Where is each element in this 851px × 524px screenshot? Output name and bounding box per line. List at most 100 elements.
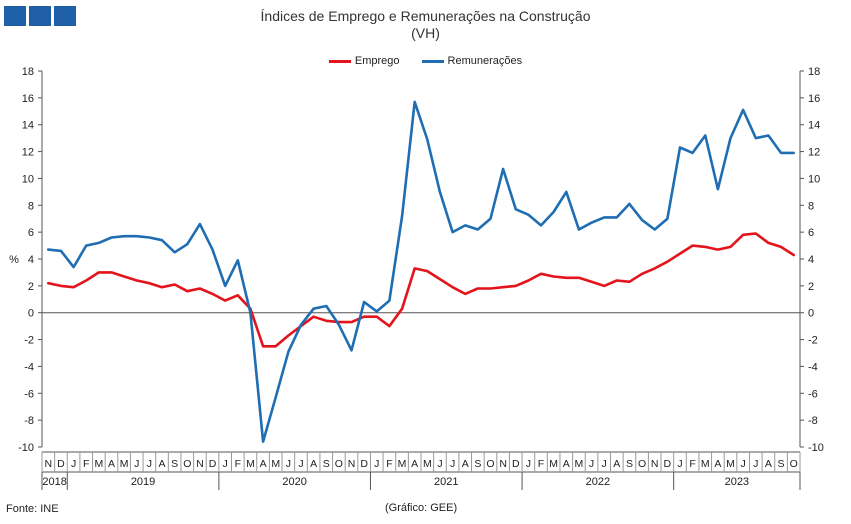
x-tick-label: J bbox=[71, 458, 76, 470]
y-tick-label-left: -6 bbox=[24, 388, 34, 400]
y-tick-label-right: 10 bbox=[808, 173, 820, 185]
x-year-label: 2018 bbox=[42, 476, 66, 488]
x-year-label: 2020 bbox=[282, 476, 306, 488]
legend-swatch bbox=[421, 59, 444, 63]
x-tick-label: O bbox=[335, 458, 343, 470]
y-tick-label-left: -8 bbox=[24, 415, 34, 427]
x-tick-label: S bbox=[626, 458, 633, 470]
y-tick-label-right: 18 bbox=[808, 66, 820, 78]
logo-block bbox=[54, 6, 76, 26]
x-tick-label: A bbox=[563, 458, 570, 470]
x-tick-label: M bbox=[120, 458, 129, 470]
x-year-label: 2021 bbox=[434, 476, 458, 488]
x-tick-label: J bbox=[437, 458, 442, 470]
chart-title-block: Índices de Emprego e Remunerações na Con… bbox=[0, 8, 851, 42]
x-tick-label: J bbox=[753, 458, 758, 470]
y-tick-label-right: 2 bbox=[808, 281, 814, 293]
y-tick-label-right: 8 bbox=[808, 200, 814, 212]
x-tick-label: D bbox=[57, 458, 65, 470]
x-tick-label: N bbox=[651, 458, 659, 470]
brand-logo bbox=[4, 6, 76, 26]
y-tick-label-right: 6 bbox=[808, 227, 814, 239]
y-tick-label-right: -8 bbox=[808, 415, 818, 427]
x-tick-label: F bbox=[689, 458, 695, 470]
x-tick-label: A bbox=[260, 458, 267, 470]
y-tick-label-left: -2 bbox=[24, 335, 34, 347]
legend-swatch bbox=[328, 59, 351, 63]
x-tick-label: F bbox=[386, 458, 392, 470]
x-tick-label: S bbox=[171, 458, 178, 470]
y-tick-label-right: -10 bbox=[808, 442, 824, 454]
y-tick-label-left: 8 bbox=[28, 200, 34, 212]
x-tick-label: O bbox=[486, 458, 494, 470]
y-tick-label-right: 4 bbox=[808, 254, 814, 266]
x-tick-label: J bbox=[134, 458, 139, 470]
y-tick-label-left: 18 bbox=[22, 66, 34, 78]
x-tick-label: N bbox=[348, 458, 356, 470]
x-tick-label: D bbox=[209, 458, 217, 470]
x-tick-label: J bbox=[589, 458, 594, 470]
y-tick-label-right: -4 bbox=[808, 361, 818, 373]
x-tick-label: M bbox=[398, 458, 407, 470]
x-tick-label: M bbox=[246, 458, 255, 470]
logo-block bbox=[4, 6, 26, 26]
x-tick-label: O bbox=[790, 458, 798, 470]
x-tick-label: N bbox=[45, 458, 53, 470]
x-tick-label: M bbox=[271, 458, 280, 470]
series-line-remuneracoes bbox=[46, 100, 796, 443]
x-tick-label: J bbox=[677, 458, 682, 470]
y-tick-label-left: 2 bbox=[28, 281, 34, 293]
chart-title: Índices de Emprego e Remunerações na Con… bbox=[260, 8, 591, 24]
x-year-label: 2019 bbox=[131, 476, 155, 488]
chart-credit: (Gráfico: GEE) bbox=[385, 502, 458, 514]
source-note: Fonte: INE bbox=[6, 503, 59, 515]
x-tick-label: S bbox=[778, 458, 785, 470]
y-tick-label-right: 16 bbox=[808, 93, 820, 105]
x-tick-label: A bbox=[613, 458, 620, 470]
logo-block bbox=[29, 6, 51, 26]
x-tick-label: M bbox=[701, 458, 710, 470]
y-tick-label-right: 14 bbox=[808, 120, 820, 132]
x-tick-label: O bbox=[638, 458, 646, 470]
chart-subtitle: (VH) bbox=[411, 25, 440, 41]
x-tick-label: J bbox=[147, 458, 152, 470]
x-tick-label: N bbox=[196, 458, 204, 470]
y-tick-label-left: 14 bbox=[22, 120, 34, 132]
x-year-label: 2023 bbox=[725, 476, 749, 488]
x-tick-label: J bbox=[602, 458, 607, 470]
x-tick-label: A bbox=[714, 458, 721, 470]
x-tick-label: D bbox=[512, 458, 520, 470]
chart-legend: Emprego Remunerações bbox=[0, 55, 851, 67]
x-tick-label: N bbox=[499, 458, 507, 470]
y-tick-label-left: -4 bbox=[24, 361, 34, 373]
y-tick-label-right: -2 bbox=[808, 335, 818, 347]
x-tick-label: F bbox=[235, 458, 241, 470]
y-tick-label-left: 10 bbox=[22, 173, 34, 185]
x-tick-label: O bbox=[183, 458, 191, 470]
x-year-label: 2022 bbox=[586, 476, 610, 488]
y-tick-label-right: 12 bbox=[808, 147, 820, 159]
legend-label: Remunerações bbox=[447, 55, 523, 67]
x-tick-label: M bbox=[726, 458, 735, 470]
x-tick-label: J bbox=[374, 458, 379, 470]
x-tick-label: J bbox=[298, 458, 303, 470]
y-tick-label-left: 6 bbox=[28, 227, 34, 239]
y-tick-label-left: -10 bbox=[18, 442, 34, 454]
x-tick-label: S bbox=[474, 458, 481, 470]
y-tick-label-right: -6 bbox=[808, 388, 818, 400]
x-tick-label: F bbox=[83, 458, 89, 470]
x-tick-label: M bbox=[423, 458, 432, 470]
y-axis-label: % bbox=[9, 254, 19, 266]
x-tick-label: A bbox=[765, 458, 772, 470]
x-tick-label: J bbox=[450, 458, 455, 470]
x-tick-label: A bbox=[310, 458, 317, 470]
x-tick-label: M bbox=[575, 458, 584, 470]
y-tick-label-left: 16 bbox=[22, 93, 34, 105]
legend-label: Emprego bbox=[354, 55, 400, 67]
x-tick-label: F bbox=[538, 458, 544, 470]
x-tick-label: A bbox=[159, 458, 166, 470]
y-tick-label-left: 12 bbox=[22, 147, 34, 159]
x-tick-label: A bbox=[462, 458, 469, 470]
y-tick-label-left: 4 bbox=[28, 254, 34, 266]
